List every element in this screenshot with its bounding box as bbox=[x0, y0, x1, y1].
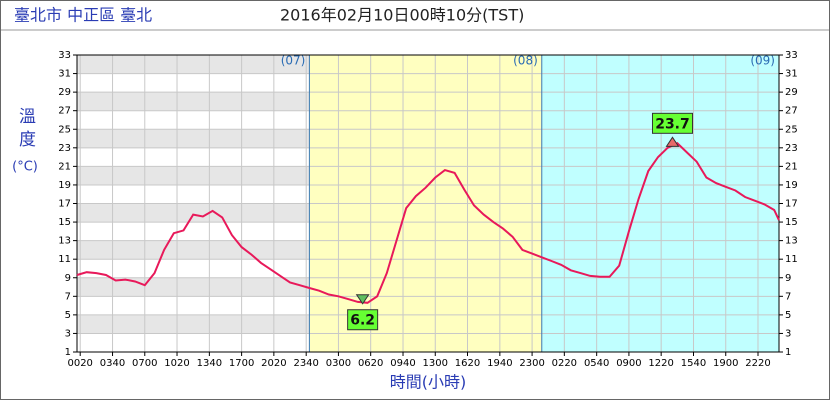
min-marker bbox=[355, 294, 370, 305]
x-tick-label: 2340 bbox=[293, 358, 318, 369]
x-tick-label: 1340 bbox=[197, 358, 222, 369]
grid-band bbox=[77, 92, 310, 111]
day-label: (08) bbox=[513, 54, 538, 68]
min-label: 6.2 bbox=[350, 313, 375, 329]
y-tick-label: 31 bbox=[58, 69, 71, 80]
y2-tick-label: 21 bbox=[785, 161, 798, 172]
y-tick-label: 19 bbox=[58, 180, 71, 191]
x-tick-label: 1700 bbox=[229, 358, 254, 369]
day-label: (07) bbox=[281, 54, 306, 68]
y-tick-label: 7 bbox=[65, 291, 71, 302]
y2-tick-label: 9 bbox=[785, 273, 791, 284]
y-tick-label: 29 bbox=[58, 87, 71, 98]
x-tick-label: 2220 bbox=[745, 358, 770, 369]
y-tick-label: 15 bbox=[58, 217, 71, 228]
y-tick-label: 1 bbox=[65, 347, 71, 358]
x-tick-label: 0540 bbox=[584, 358, 609, 369]
y2-tick-label: 17 bbox=[785, 199, 798, 210]
y2-tick-label: 33 bbox=[785, 50, 798, 61]
x-tick-label: 0900 bbox=[616, 358, 641, 369]
grid-band bbox=[77, 55, 310, 74]
y2-tick-label: 11 bbox=[785, 254, 798, 265]
y2-tick-label: 19 bbox=[785, 180, 798, 191]
y-tick-label: 13 bbox=[58, 236, 71, 247]
y2-tick-label: 25 bbox=[785, 124, 798, 135]
plot-border bbox=[76, 54, 780, 353]
x-tick-label: 1940 bbox=[487, 358, 512, 369]
x-tick-label: 0220 bbox=[552, 358, 577, 369]
y2-tick-label: 27 bbox=[785, 106, 798, 117]
max-label: 23.7 bbox=[655, 116, 690, 132]
y2-tick-label: 23 bbox=[785, 143, 798, 154]
x-tick-label: 1620 bbox=[455, 358, 480, 369]
min-label-box bbox=[347, 309, 379, 331]
y2-tick-label: 31 bbox=[785, 69, 798, 80]
y-tick-label: 25 bbox=[58, 124, 71, 135]
x-tick-label: 0700 bbox=[132, 358, 157, 369]
y2-tick-label: 15 bbox=[785, 217, 798, 228]
y-axis-unit: (°C) bbox=[12, 160, 38, 175]
grid-band bbox=[77, 314, 310, 334]
y2-tick-label: 29 bbox=[785, 87, 798, 98]
max-label-box bbox=[651, 112, 693, 134]
chart-title: 臺北市 中正區 臺北 bbox=[14, 6, 152, 25]
y-tick-label: 9 bbox=[65, 273, 71, 284]
x-axis-label: 時間(小時) bbox=[390, 373, 467, 392]
grid-band bbox=[77, 240, 310, 260]
y-tick-label: 17 bbox=[58, 199, 71, 210]
grid-band bbox=[77, 203, 310, 223]
day-label: (09) bbox=[750, 54, 775, 68]
y-axis-label: 溫度 bbox=[15, 107, 36, 153]
y2-tick-label: 7 bbox=[785, 291, 791, 302]
y2-tick-label: 13 bbox=[785, 236, 798, 247]
y-tick-label: 3 bbox=[65, 328, 71, 339]
y-tick-label: 33 bbox=[58, 50, 71, 61]
x-tick-label: 0620 bbox=[358, 358, 383, 369]
header bbox=[1, 1, 829, 30]
x-tick-label: 0300 bbox=[326, 358, 351, 369]
x-tick-label: 1900 bbox=[713, 358, 738, 369]
y-tick-label: 27 bbox=[58, 106, 71, 117]
x-tick-label: 2300 bbox=[519, 358, 544, 369]
grid-band bbox=[77, 277, 310, 297]
y2-tick-label: 5 bbox=[785, 310, 791, 321]
chart-subtitle: 2016年02月10日00時10分(TST) bbox=[280, 6, 524, 25]
x-tick-label: 0940 bbox=[390, 358, 415, 369]
y2-tick-label: 3 bbox=[785, 328, 791, 339]
x-tick-label: 1540 bbox=[681, 358, 706, 369]
x-tick-label: 0020 bbox=[67, 358, 92, 369]
y-tick-label: 23 bbox=[58, 143, 71, 154]
x-tick-label: 1020 bbox=[164, 358, 189, 369]
y-tick-label: 5 bbox=[65, 310, 71, 321]
grid-band bbox=[77, 129, 310, 148]
grid-band bbox=[77, 166, 310, 185]
y-tick-label: 21 bbox=[58, 161, 71, 172]
y2-tick-label: 1 bbox=[785, 347, 791, 358]
temperature-line bbox=[76, 142, 780, 304]
y-tick-label: 11 bbox=[58, 254, 71, 265]
max-marker bbox=[665, 136, 680, 147]
x-tick-label: 2020 bbox=[261, 358, 286, 369]
x-tick-label: 1220 bbox=[648, 358, 673, 369]
x-tick-label: 0340 bbox=[100, 358, 125, 369]
x-tick-label: 1300 bbox=[423, 358, 448, 369]
